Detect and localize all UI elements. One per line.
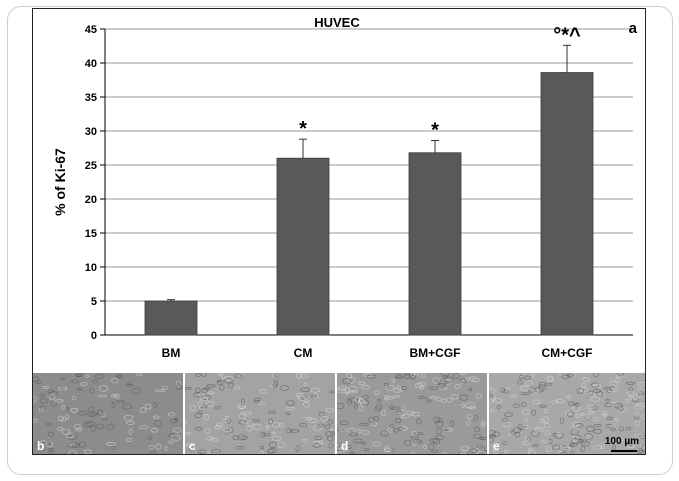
x-tick-label: CM — [294, 346, 313, 360]
bar-cm-cgf — [540, 72, 594, 336]
panel-label-b: b — [37, 439, 45, 453]
micrograph-image-e — [489, 373, 645, 454]
panel-label-d: d — [341, 439, 349, 453]
y-tick-label: 40 — [85, 58, 97, 70]
bar-chart: HUVEC a 0 5 10 15 20 25 30 35 40 45 % of Ki-67 BM * CM *… — [52, 15, 638, 360]
panel-label-e: e — [493, 439, 500, 453]
bar-cm — [276, 157, 330, 336]
panel-label-a: a — [629, 20, 638, 37]
x-tick-label: BM — [162, 346, 181, 360]
figure: HUVEC a 0 5 10 15 20 25 30 35 40 45 % of Ki-67 BM * CM *… — [32, 8, 646, 455]
y-tick-label: 5 — [91, 296, 97, 308]
y-tick-label: 15 — [85, 228, 97, 240]
x-tick-label: BM+CGF — [410, 346, 461, 360]
labels: HUVEC a 0 5 10 15 20 25 30 35 40 45 % of Ki-67 BM * CM *… — [52, 15, 638, 360]
chart-title: HUVEC — [314, 15, 360, 30]
bars — [144, 44, 594, 336]
significance-marker: * — [299, 118, 307, 140]
significance-marker: °*^ — [553, 24, 581, 46]
bar-bm — [144, 300, 198, 336]
micrograph-image-b — [33, 373, 183, 454]
bar-bm-cgf — [408, 152, 462, 336]
significance-marker: * — [431, 120, 439, 142]
micrograph-b: b — [33, 373, 183, 454]
y-tick-label: 35 — [85, 92, 97, 104]
micrograph-e: e 100 µm — [489, 373, 645, 454]
micrograph-image-d — [337, 373, 487, 454]
x-tick-label: CM+CGF — [542, 346, 593, 360]
y-tick-label: 25 — [85, 160, 97, 172]
micrograph-image-c — [185, 373, 335, 454]
y-tick-label: 0 — [91, 330, 97, 342]
micrograph-c: c — [185, 373, 335, 454]
y-tick-label: 45 — [85, 24, 97, 36]
y-tick-label: 20 — [85, 194, 97, 206]
y-tick-label: 30 — [85, 126, 97, 138]
y-axis-label: % of Ki-67 — [52, 148, 68, 216]
y-tick-label: 10 — [85, 262, 97, 274]
micrograph-d: d — [337, 373, 487, 454]
scale-bar-label: 100 µm — [604, 436, 639, 447]
scale-bar — [611, 450, 637, 452]
panel-label-c: c — [189, 439, 196, 453]
